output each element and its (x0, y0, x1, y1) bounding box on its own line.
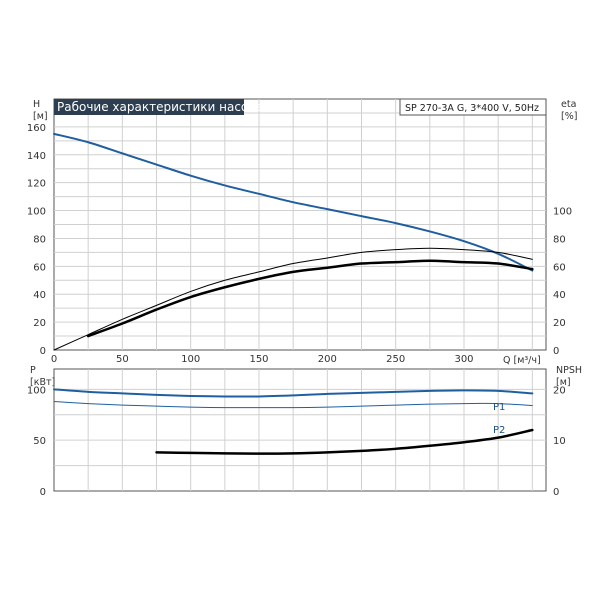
bottom-y-tick-label: 0 (40, 487, 46, 498)
x-tick-label: 50 (116, 354, 129, 365)
top-series-line-2 (86, 259, 534, 338)
x-tick-label: 150 (249, 354, 268, 365)
bottom-y2-tick-label: 20 (553, 385, 566, 396)
top-y-axis-label: H [м] (33, 99, 48, 122)
chart-title: Рабочие характеристики насоса (57, 100, 262, 114)
top-y-tick-label: 40 (33, 290, 46, 301)
title-box (54, 99, 244, 115)
x-tick-label: 100 (181, 354, 200, 365)
x-axis-label: Q [м³/ч] (503, 355, 541, 366)
top-y2-tick-label: 100 (553, 207, 572, 218)
model-box (399, 98, 547, 116)
top-y-tick-label: 140 (27, 151, 46, 162)
top-y-tick-label: 80 (33, 234, 46, 245)
top-tick-labels: 0 20 40 60 80 100 120 140 160 0 20 40 60 80 100 0 50 100 1… (27, 123, 572, 365)
bottom-y2-tick-label: 0 (553, 487, 559, 498)
bottom-y-tick-label: 100 (27, 385, 46, 396)
bottom-plot-frame (53, 368, 547, 492)
bottom-series (53, 388, 534, 455)
top-y2-tick-label: 40 (553, 290, 566, 301)
x-tick-label: 200 (318, 354, 337, 365)
top-y-tick-label: 100 (27, 207, 46, 218)
top-y2-axis-label: eta [%] (561, 99, 577, 122)
top-y-tick-label: 0 (40, 346, 46, 357)
top-series-line-0 (53, 132, 534, 272)
top-y-tick-label: 60 (33, 262, 46, 273)
bottom-y2-axis-label: NPSH [м] (556, 365, 582, 388)
bottom-series-line-0 (53, 388, 534, 398)
x-tick-label: 250 (386, 354, 405, 365)
series-label-p1: P1 (493, 402, 505, 413)
bottom-series-line-2 (155, 428, 534, 455)
bottom-series-line-1 (53, 401, 533, 409)
top-y2-tick-label: 0 (553, 346, 559, 357)
top-y2-tick-label: 60 (553, 262, 566, 273)
top-series-line-1 (53, 247, 533, 351)
x-tick-label: 0 (51, 354, 57, 365)
bottom-y-tick-label: 50 (33, 436, 46, 447)
top-y2-tick-label: 20 (553, 318, 566, 329)
top-y-tick-label: 160 (27, 123, 46, 134)
series-label-p2: P2 (493, 425, 505, 436)
top-y2-tick-label: 80 (553, 234, 566, 245)
bottom-y2-tick-label: 10 (553, 436, 566, 447)
bottom-grid (54, 369, 546, 491)
x-tick-label: 300 (454, 354, 473, 365)
top-y-tick-label: 20 (33, 318, 46, 329)
bottom-tick-labels: 0 50 100 0 10 20 (27, 385, 566, 498)
bottom-y-axis-label: P [кВт] (30, 365, 55, 388)
model-label: SP 270-3A G, 3*400 V, 50Hz (405, 103, 539, 114)
top-y-tick-label: 120 (27, 179, 46, 190)
top-grid (54, 99, 546, 350)
top-series (53, 132, 534, 351)
